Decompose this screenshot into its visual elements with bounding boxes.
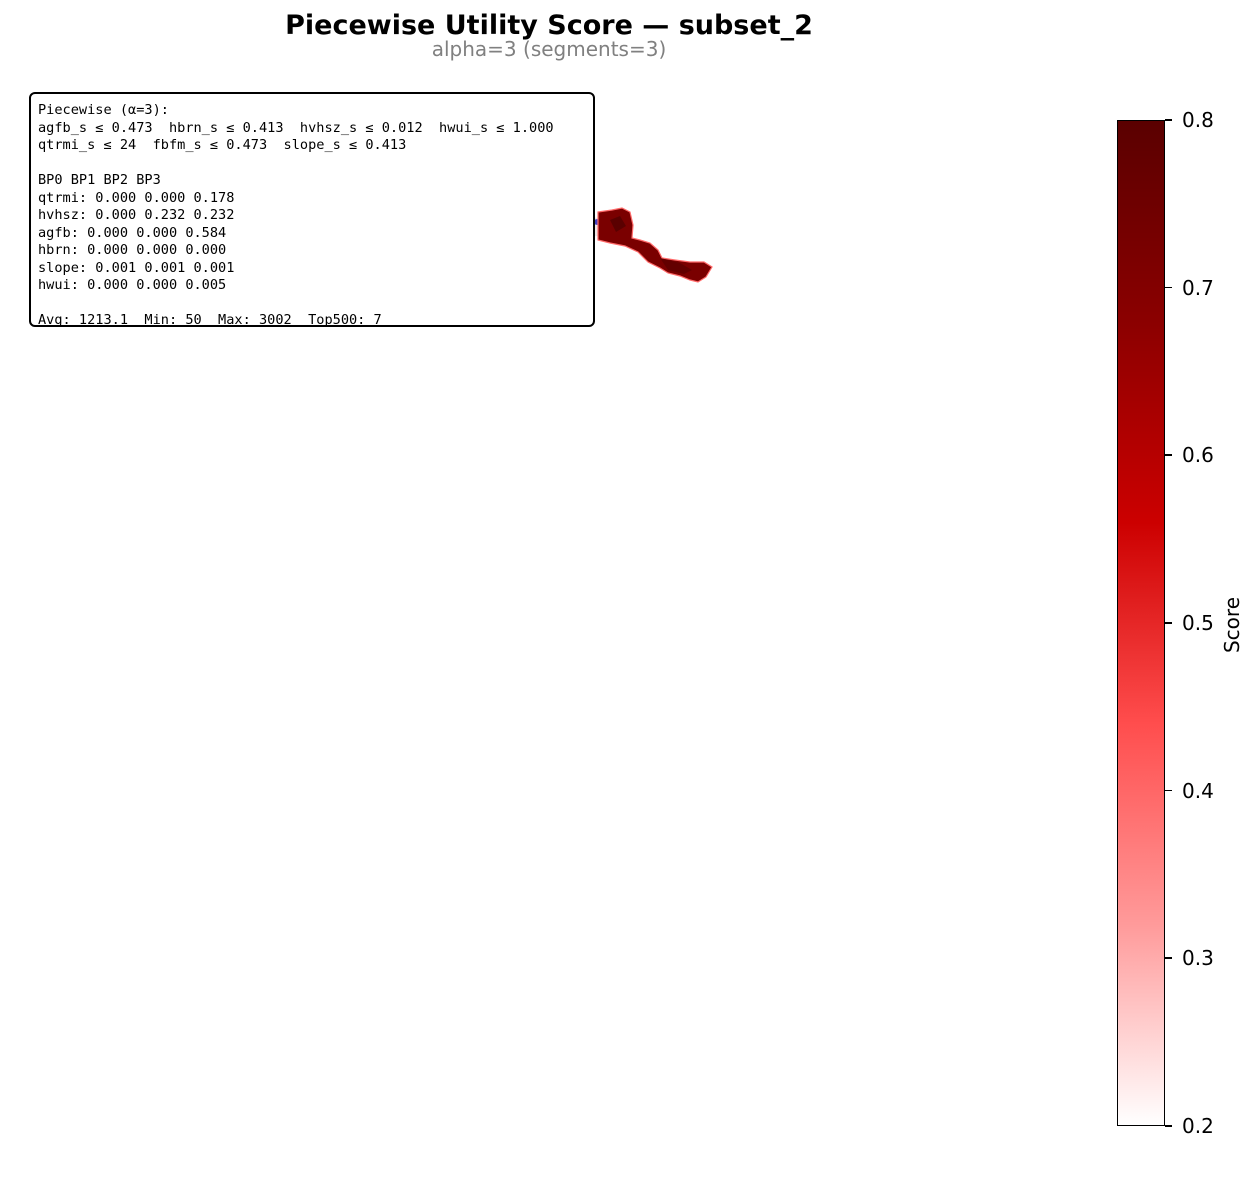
high-score-region [597, 207, 713, 283]
colorbar-tick-mark [1165, 119, 1172, 121]
info-gap [38, 295, 586, 313]
colorbar-tick-label: 0.5 [1182, 611, 1214, 635]
colorbar-tick-label: 0.3 [1182, 946, 1214, 971]
info-bp-row: hvhsz: 0.000 0.232 0.232 [38, 207, 235, 223]
colorbar-tick-mark [1165, 454, 1172, 456]
colorbar-tick-mark [1165, 957, 1172, 959]
info-gap [38, 155, 586, 173]
info-bp-row: slope: 0.001 0.001 0.001 [38, 259, 235, 276]
colorbar-tick-label: 0.7 [1182, 275, 1214, 300]
colorbar-tick-mark [1165, 622, 1172, 624]
info-bp-header: BP0 BP1 BP2 BP3 [38, 172, 161, 188]
info-bp-row: qtrmi: 0.000 0.000 0.178 [38, 189, 235, 206]
info-header: Piecewise (α=3): [38, 102, 169, 118]
chart-title: Piecewise Utility Score — subset_2 [285, 10, 813, 41]
info-bp-row: agfb: 0.000 0.000 0.584 [38, 224, 227, 241]
colorbar-tick-mark [1165, 1125, 1172, 1127]
info-stats: Avg: 1213.1 Min: 50 Max: 3002 Top500: 7 [38, 312, 382, 328]
colorbar-tick-label: 0.8 [1182, 108, 1214, 132]
colorbar [1117, 120, 1165, 1126]
legend-info-box: Piecewise (α=3): agfb_s ≤ 0.473 hbrn_s ≤ … [29, 92, 595, 328]
colorbar-label: Score [1220, 597, 1244, 654]
info-bp-row: hbrn: 0.000 0.000 0.000 [38, 242, 227, 258]
colorbar-tick-label: 0.2 [1182, 1114, 1214, 1138]
colorbar-tick-label: 0.6 [1182, 443, 1214, 468]
info-bp-row: hwui: 0.000 0.000 0.005 [38, 277, 227, 293]
colorbar-tick-label: 0.4 [1182, 778, 1214, 803]
chart-subtitle: alpha=3 (segments=3) [431, 37, 667, 61]
colorbar-tick-mark [1165, 286, 1172, 289]
colorbar-tick-mark [1165, 789, 1172, 792]
info-constraints-line-1: agfb_s ≤ 0.473 hbrn_s ≤ 0.413 hvhsz_s ≤ … [38, 119, 554, 136]
info-constraints-line-2: qtrmi_s ≤ 24 fbfm_s ≤ 0.473 slope_s ≤ 0.… [38, 137, 407, 153]
